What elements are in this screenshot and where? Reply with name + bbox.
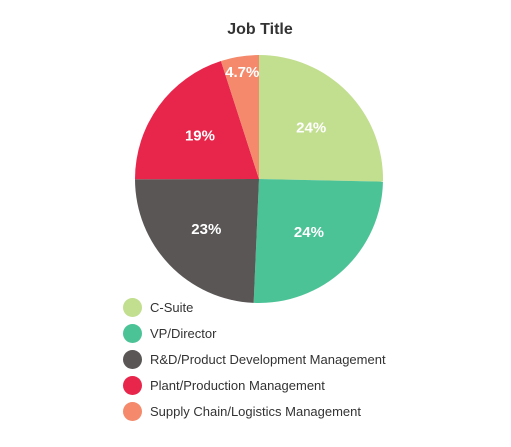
chart-title: Job Title (227, 21, 293, 38)
pie-slice-c-suite (259, 55, 383, 182)
legend-label: VP/Director (150, 325, 217, 341)
pie-slice-plant-management (135, 60, 259, 180)
legend: C-Suite VP/Director R&D/Product Developm… (123, 294, 386, 424)
legend-swatch (123, 323, 142, 343)
legend-swatch (123, 297, 142, 317)
legend-item-supply-chain: Supply Chain/Logistics Management (123, 398, 386, 424)
data-label-plant-management: 19% (185, 128, 215, 145)
legend-swatch (123, 375, 142, 395)
pie-slice-rd-management (135, 179, 259, 303)
data-label-vp-director: 24% (294, 224, 324, 241)
legend-swatch (123, 349, 142, 369)
legend-item-rd-management: R&D/Product Development Management (123, 346, 386, 372)
legend-item-vp-director: VP/Director (123, 320, 386, 346)
legend-label: C-Suite (150, 299, 194, 315)
legend-label: Supply Chain/Logistics Management (150, 403, 362, 419)
legend-item-plant-management: Plant/Production Management (123, 372, 386, 398)
data-label-supply-chain: 4.7% (225, 64, 259, 81)
data-label-c-suite: 24% (296, 119, 326, 136)
pie-slice-supply-chain (220, 55, 259, 179)
data-label-rd-management: 23% (191, 221, 221, 238)
legend-label: R&D/Product Development Management (150, 351, 386, 367)
legend-label: Plant/Production Management (150, 377, 325, 393)
pie-slice-vp-director (253, 179, 383, 303)
legend-swatch (123, 401, 142, 421)
legend-item-c-suite: C-Suite (123, 294, 386, 320)
